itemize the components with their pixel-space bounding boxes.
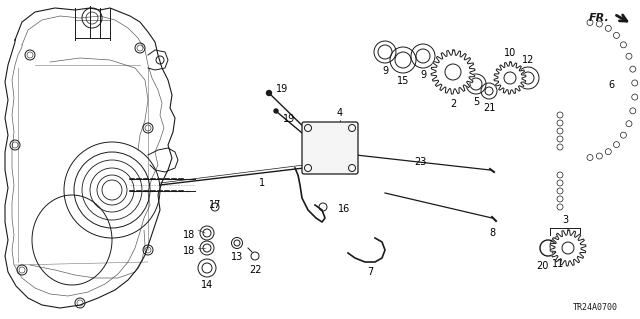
Text: 5: 5 [473,97,479,107]
FancyBboxPatch shape [302,122,358,174]
Polygon shape [550,230,586,266]
Text: 16: 16 [338,204,350,214]
Text: 19: 19 [276,84,288,94]
Text: 17: 17 [209,200,221,210]
Text: 14: 14 [201,280,213,290]
Circle shape [274,109,278,113]
Text: FR.: FR. [589,13,610,23]
Text: 19: 19 [283,114,295,124]
Text: 2: 2 [450,99,456,109]
Text: 23: 23 [414,157,426,167]
Text: 9: 9 [420,70,426,80]
Text: 18: 18 [183,246,195,256]
Text: 7: 7 [367,267,373,277]
Polygon shape [431,50,475,94]
Circle shape [504,72,516,84]
Text: 8: 8 [489,228,495,238]
Text: 4: 4 [337,108,343,118]
Text: 11: 11 [552,259,564,269]
Text: 18: 18 [183,230,195,240]
Text: 21: 21 [483,103,495,113]
Text: 13: 13 [231,252,243,262]
Text: 9: 9 [382,66,388,76]
Circle shape [266,91,271,95]
Text: 3: 3 [562,215,568,225]
Text: 15: 15 [397,76,409,86]
Text: 6: 6 [608,80,614,90]
Polygon shape [494,62,526,94]
Circle shape [445,64,461,80]
Text: 22: 22 [249,265,261,275]
Circle shape [562,242,574,254]
Text: TR24A0700: TR24A0700 [573,303,618,312]
Text: 20: 20 [536,261,548,271]
Text: 10: 10 [504,48,516,58]
Text: 1: 1 [259,178,265,188]
Text: 12: 12 [522,55,534,65]
